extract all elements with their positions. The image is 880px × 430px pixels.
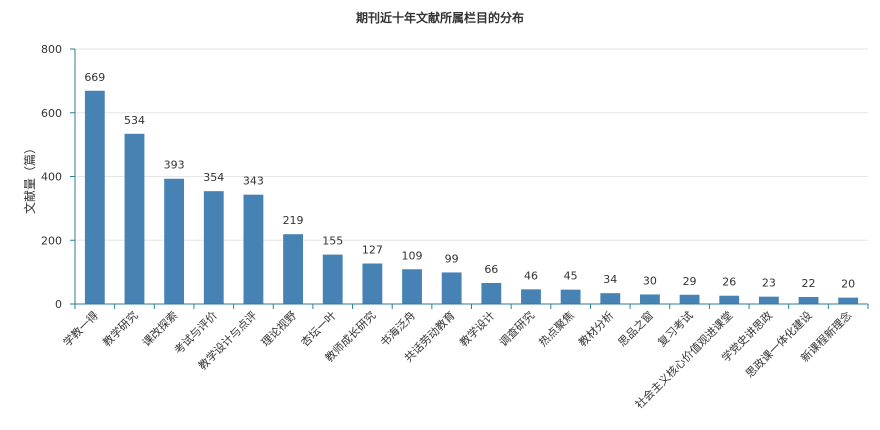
x-tick-label: 学教一得 bbox=[60, 308, 101, 349]
data-label: 34 bbox=[603, 273, 617, 286]
x-tick-label: 教学设计 bbox=[456, 308, 497, 349]
x-tick-label: 思品之窗 bbox=[615, 308, 656, 349]
bar bbox=[243, 194, 264, 304]
chart-title: 期刊近十年文献所属栏目的分布 bbox=[356, 10, 524, 25]
bar bbox=[521, 289, 541, 304]
data-label: 29 bbox=[683, 275, 697, 288]
x-tick-label: 调查研究 bbox=[496, 308, 537, 349]
bar bbox=[164, 178, 185, 304]
gridlines bbox=[75, 48, 868, 241]
data-labels: 669 534 393 354 343 219 155 127 109 99 66 46 45 34 30 2… bbox=[84, 71, 855, 291]
x-tick-label: 复习考试 bbox=[655, 308, 696, 349]
bar bbox=[322, 254, 343, 304]
data-label: 23 bbox=[762, 277, 776, 290]
y-axis-ticks: 0 200 400 600 800 bbox=[41, 43, 62, 311]
y-tick-label: 200 bbox=[41, 234, 62, 247]
x-tick-label: 课改探索 bbox=[139, 308, 180, 349]
bar bbox=[798, 296, 819, 304]
y-tick-label: 0 bbox=[55, 298, 62, 311]
y-tick-label: 600 bbox=[41, 107, 62, 120]
x-tick-label: 书海泛舟 bbox=[377, 308, 418, 349]
bar bbox=[719, 295, 740, 304]
bar bbox=[283, 234, 303, 304]
bar bbox=[441, 272, 462, 304]
data-label: 109 bbox=[402, 249, 423, 262]
bars bbox=[84, 90, 859, 304]
y-axis-label: 文献量（篇） bbox=[22, 142, 37, 214]
bar bbox=[679, 294, 700, 304]
bar bbox=[84, 90, 105, 304]
data-label: 22 bbox=[802, 277, 816, 290]
bar bbox=[203, 191, 224, 304]
bar bbox=[481, 282, 502, 304]
data-label: 669 bbox=[84, 71, 105, 84]
data-label: 534 bbox=[124, 114, 145, 127]
data-label: 155 bbox=[322, 235, 343, 248]
data-label: 393 bbox=[164, 159, 185, 172]
x-tick-label: 理论视野 bbox=[258, 308, 299, 349]
bar bbox=[758, 296, 779, 304]
data-label: 45 bbox=[564, 270, 578, 283]
data-label: 46 bbox=[524, 269, 538, 282]
bar bbox=[600, 293, 621, 304]
x-tick-label: 杏坛一叶 bbox=[299, 309, 339, 349]
data-label: 219 bbox=[283, 214, 304, 227]
bar bbox=[838, 297, 859, 304]
data-label: 343 bbox=[243, 175, 264, 188]
bar bbox=[124, 133, 145, 304]
data-label: 127 bbox=[362, 244, 383, 257]
data-label: 20 bbox=[841, 278, 855, 291]
y-tick-label: 400 bbox=[41, 171, 62, 184]
x-tick-label: 思政课一体化建设 bbox=[743, 308, 815, 380]
axes bbox=[70, 48, 869, 309]
bar bbox=[640, 294, 660, 304]
x-tick-label: 热点聚焦 bbox=[536, 309, 576, 349]
y-tick-label: 800 bbox=[41, 43, 62, 56]
bar bbox=[402, 269, 422, 304]
data-label: 66 bbox=[484, 263, 498, 276]
data-label: 99 bbox=[445, 252, 459, 265]
data-label: 30 bbox=[643, 274, 657, 287]
data-label: 26 bbox=[722, 276, 736, 289]
x-tick-label: 教学研究 bbox=[100, 308, 141, 349]
data-label: 354 bbox=[203, 171, 224, 184]
x-tick-label: 教材分析 bbox=[575, 308, 616, 349]
bar bbox=[560, 289, 581, 304]
bar bbox=[362, 263, 383, 304]
